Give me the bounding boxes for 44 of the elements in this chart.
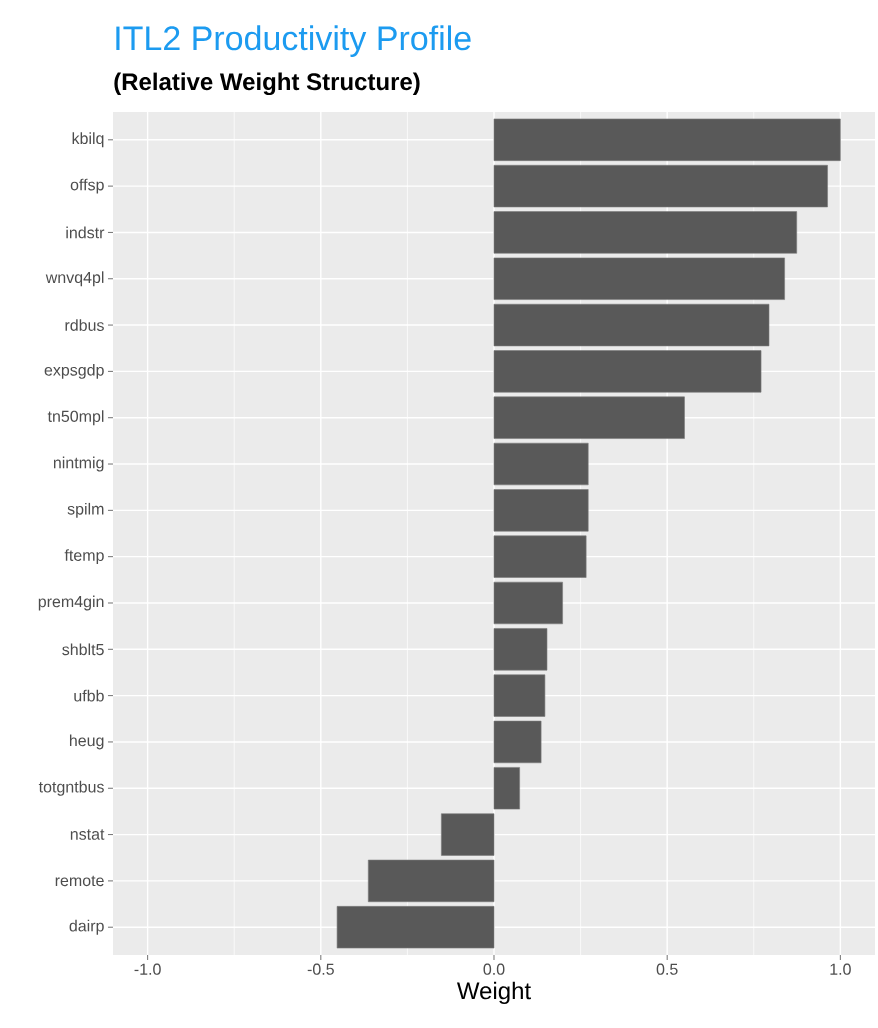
y-tick-label: nstat: [70, 829, 105, 840]
bar: [441, 813, 495, 856]
y-tick-label: expsgdp: [44, 363, 104, 379]
bar: [493, 581, 563, 625]
bar: [493, 118, 841, 161]
y-tick-label: indstr: [66, 226, 105, 239]
bar: [493, 535, 587, 578]
y-tick-label: heug: [69, 734, 104, 750]
y-tick-label: rdbus: [65, 319, 104, 331]
y-tick-label: totgntbus: [38, 780, 104, 796]
bar: [493, 164, 828, 208]
y-tick-label: nintmig: [53, 456, 104, 472]
y-tick-label: remote: [55, 875, 104, 887]
x-axis-title: Weight: [456, 981, 531, 1005]
bar: [493, 674, 546, 717]
x-tick-label: -0.5: [307, 963, 334, 975]
y-tick-label: wnvq4pl: [45, 271, 104, 287]
bar: [493, 720, 542, 764]
bar: [493, 350, 762, 393]
bar: [493, 211, 798, 254]
y-tick-label: spilm: [67, 502, 104, 518]
chart-title: ITL2 Productivity Profile: [116, 25, 471, 58]
y-tick-label: ftemp: [64, 549, 104, 565]
bar: [493, 396, 685, 439]
bar: [493, 257, 785, 300]
bar: [336, 906, 495, 949]
y-tick-label: dairp: [69, 919, 104, 935]
bar: [367, 859, 495, 903]
y-tick-label: shblt5: [62, 643, 104, 656]
x-tick-label: 1.0: [830, 963, 851, 975]
x-tick-label: 0.0: [483, 963, 505, 975]
chart-subtitle: (Relative Weight Structure): [114, 72, 420, 96]
bar: [493, 442, 589, 486]
y-tick-label: tn50mpl: [47, 410, 104, 426]
bar: [493, 628, 548, 671]
y-tick-label: prem4gin: [38, 595, 104, 611]
y-tick-label: ufbb: [74, 689, 104, 702]
y-tick-label: kbilq: [72, 132, 104, 148]
y-tick-label: offsp: [70, 178, 104, 194]
bar: [493, 767, 520, 810]
x-tick-label: 0.5: [656, 963, 678, 975]
x-tick-label: -1.0: [134, 963, 161, 975]
bar: [493, 489, 589, 532]
bar: [493, 303, 770, 347]
